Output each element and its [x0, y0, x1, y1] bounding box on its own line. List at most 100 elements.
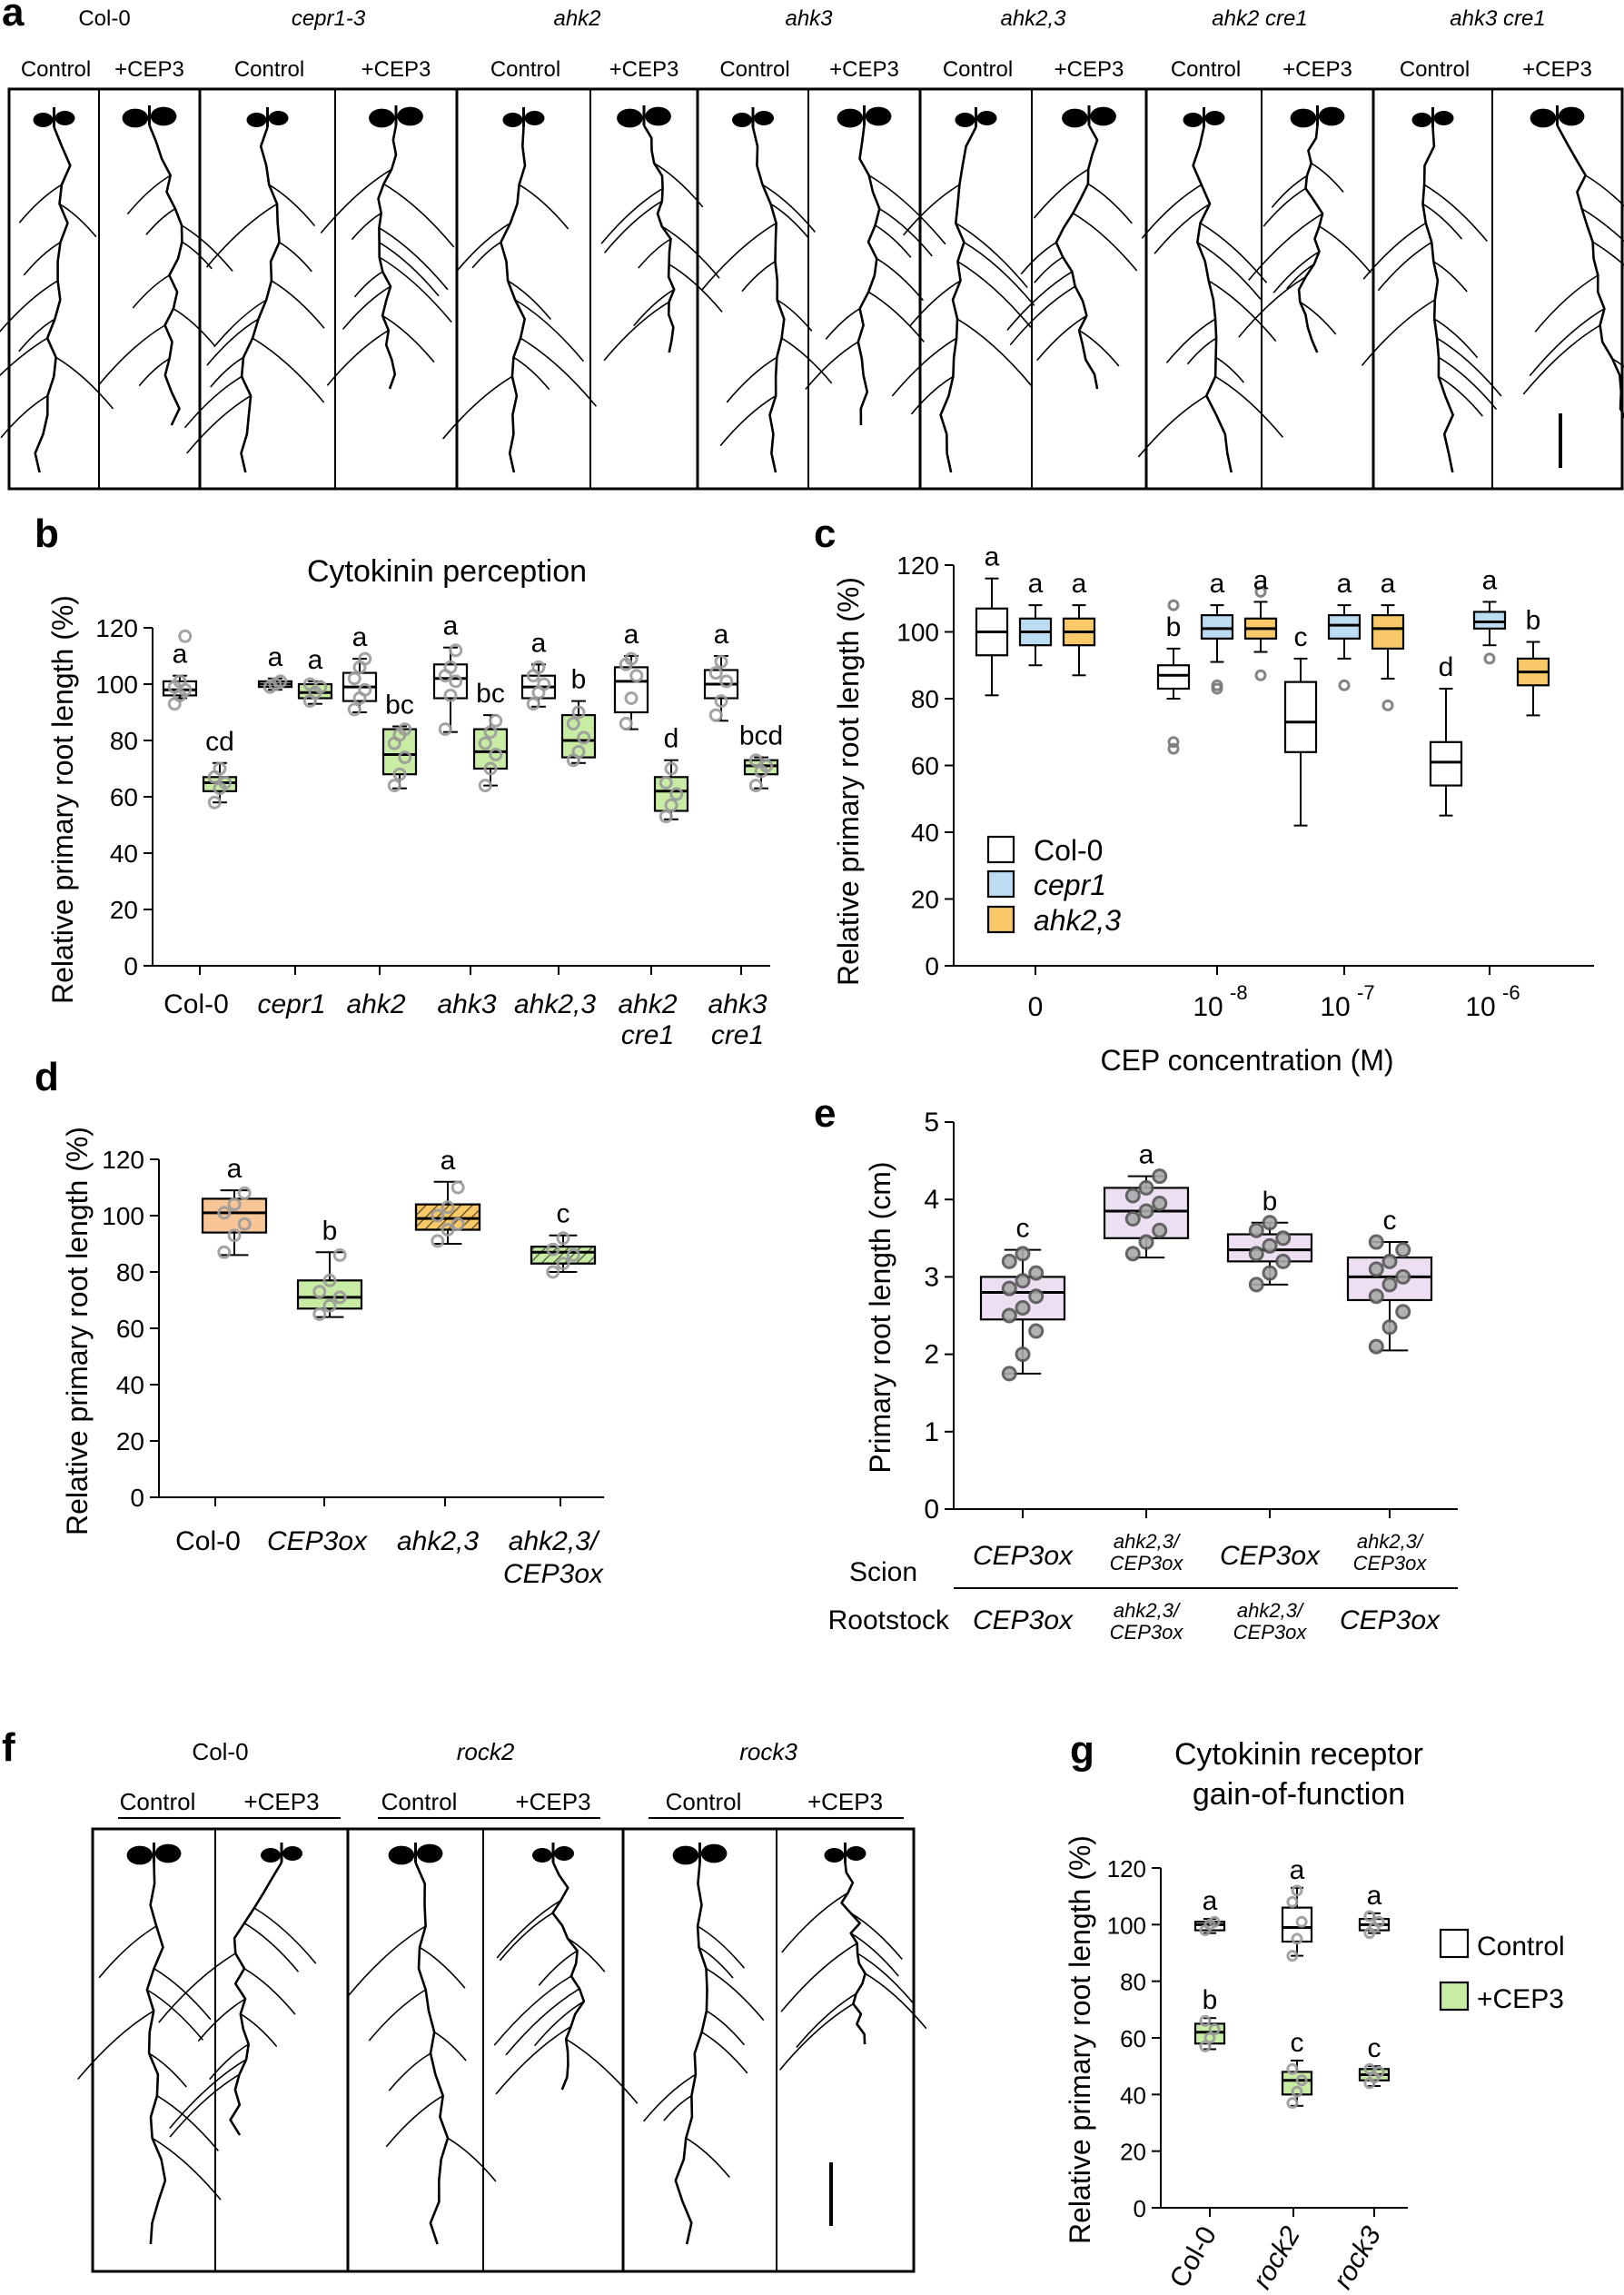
lateral-root [18, 184, 63, 224]
data-point [1248, 1246, 1264, 1262]
data-point [708, 708, 723, 722]
lateral-root [23, 241, 61, 276]
data-point [441, 1200, 455, 1215]
significance-label: b [322, 1216, 338, 1246]
y-axis-label: Primary root length (cm) [864, 1161, 896, 1473]
lateral-root [1078, 329, 1120, 367]
seedling-control [643, 1843, 765, 2245]
lateral-root [1361, 299, 1436, 366]
data-point [1363, 2062, 1376, 2075]
data-point [748, 779, 763, 793]
condition-label: Control [719, 57, 789, 82]
box-cepr1: a [1327, 569, 1362, 691]
lateral-root [1311, 162, 1344, 194]
lateral-root [433, 2031, 467, 2062]
data-point [1368, 1288, 1384, 1305]
lateral-root [1271, 174, 1308, 208]
cotyledon-left [955, 113, 975, 127]
lateral-root [878, 207, 933, 257]
lateral-root [519, 184, 569, 230]
data-point [1381, 1253, 1398, 1269]
significance-label: c [1368, 2033, 1381, 2063]
cotyledon-left [617, 108, 643, 128]
box-ahk2,3: b [1516, 606, 1550, 717]
seedling-cep3 [805, 105, 946, 426]
cotyledon-left [1411, 113, 1432, 127]
data-point [387, 779, 401, 793]
data-point [431, 1234, 445, 1248]
data-point [438, 722, 452, 737]
lateral-root [1286, 263, 1315, 290]
x-tick-label: rock3 [1328, 2221, 1387, 2294]
primary-root [1421, 126, 1454, 473]
x-tick-label: 10 [1465, 992, 1495, 1022]
lateral-root [383, 183, 455, 248]
primary-root [240, 126, 281, 473]
lateral-root [685, 2137, 730, 2179]
significance-label: b [1526, 606, 1541, 636]
significance-label: a [1203, 1886, 1218, 1916]
data-point [217, 1206, 232, 1220]
significance-label: c [557, 1199, 570, 1229]
data-point [347, 702, 361, 717]
seedling-cep3 [1522, 105, 1624, 419]
y-tick-label: 40 [911, 819, 939, 847]
condition-label: Control [943, 57, 1013, 82]
lateral-root [146, 1989, 203, 2041]
lateral-root [1033, 168, 1089, 219]
data-point [664, 761, 678, 776]
cotyledon-left [837, 108, 864, 128]
lateral-root [98, 324, 166, 385]
data-point [1001, 1280, 1017, 1297]
lateral-root [213, 299, 267, 348]
data-point [1372, 1915, 1385, 1928]
panel-letter: e [814, 1091, 836, 1136]
y-tick-label: 100 [95, 671, 138, 699]
lateral-root [173, 307, 216, 347]
lateral-root [499, 1912, 553, 1962]
lateral-root [152, 2137, 222, 2201]
data-point [1363, 1910, 1376, 1922]
data-point [451, 1217, 465, 1231]
significance-label: a [985, 542, 1000, 572]
lateral-root [1154, 203, 1211, 254]
lateral-root [638, 238, 671, 269]
box-+CEP3: cd [202, 727, 238, 810]
cotyledon-right [976, 111, 997, 125]
seedling-control [1361, 107, 1502, 473]
lateral-root [1215, 356, 1245, 383]
box-hatch [414, 1203, 481, 1231]
lateral-root [206, 318, 259, 366]
lateral-root [796, 1992, 857, 2049]
data-point [218, 776, 233, 790]
genotype-label: Col-0 [78, 6, 130, 31]
data-point [398, 722, 412, 737]
data-point [719, 674, 734, 689]
data-point [1124, 1187, 1141, 1204]
lateral-root [868, 174, 946, 245]
box-+CEP3: bc [381, 690, 418, 793]
lateral-root [153, 1967, 212, 2021]
lateral-root [388, 2052, 431, 2091]
x-tick-label: Col-0 [1164, 2221, 1223, 2293]
x-tick-exponent: -6 [1502, 981, 1520, 1004]
cotyledon-right [282, 1846, 302, 1861]
cotyledon-left [732, 113, 752, 127]
data-point [556, 1231, 570, 1246]
y-tick-label: 0 [130, 1484, 144, 1512]
significance-label: a [1210, 569, 1225, 599]
significance-label: b [571, 665, 587, 695]
primary-root [500, 126, 527, 473]
rootstock-label: ahk2,3/ [1237, 1599, 1304, 1622]
seedling-cep3 [1238, 105, 1371, 353]
box-body [1472, 611, 1507, 630]
box-Control: a [162, 629, 198, 711]
panel-letter: g [1070, 1728, 1094, 1773]
lateral-root [342, 285, 391, 330]
data-point [556, 1257, 570, 1271]
seedling-control [348, 1843, 497, 2245]
y-tick-label: 4 [924, 1185, 939, 1215]
y-tick-label: 20 [116, 1427, 144, 1455]
lateral-root [348, 1925, 427, 1996]
cotyledon-left [261, 1848, 281, 1863]
